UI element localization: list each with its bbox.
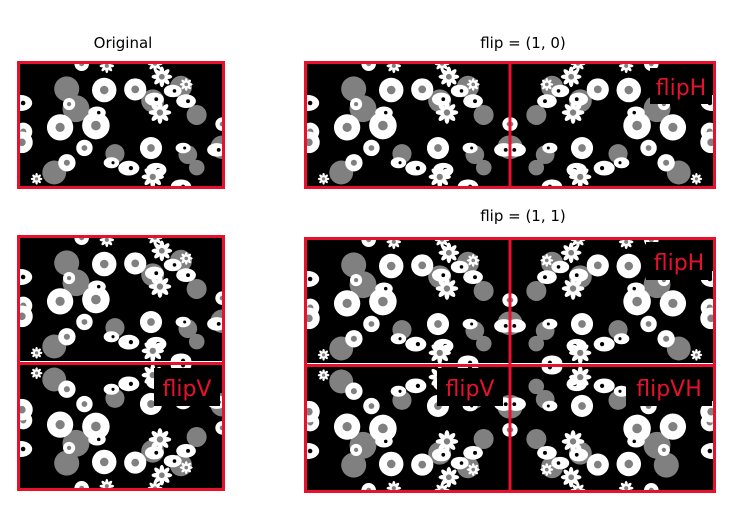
- texture-tile: [306, 63, 510, 187]
- flip-v-image: flipV: [17, 235, 225, 491]
- panel-border: [304, 61, 716, 189]
- original-title: Original: [93, 34, 153, 52]
- flip-v-label-box: [154, 368, 220, 406]
- flip-hv-label-h: flipH: [654, 251, 704, 276]
- flip-hv-panel: flipH flipV flipVH: [304, 237, 716, 493]
- texture-tile: [306, 239, 510, 363]
- flip-v-panel: flipV: [17, 235, 225, 491]
- flip-hv-title: flip = (1, 1): [480, 207, 566, 225]
- texture-tile: [19, 63, 223, 187]
- flip-h-image: flipH: [304, 61, 716, 189]
- flip-hv-label-h-box: [646, 242, 712, 280]
- texture-tile: [19, 237, 223, 361]
- flip-hv-label-v: flipV: [446, 377, 495, 402]
- flip-v-label: flipV: [163, 377, 212, 402]
- flip-hv-label-vh-box: [626, 368, 712, 406]
- flip-h-label-box: [650, 68, 712, 104]
- panel-border: [17, 235, 225, 491]
- texture-tile: [306, 367, 510, 491]
- flip-h-label: flipH: [656, 76, 706, 101]
- flip-h-title: flip = (1, 0): [480, 34, 566, 52]
- original-panel: [17, 61, 225, 189]
- panel-border: [17, 61, 225, 189]
- flip-h-panel: flipH: [304, 61, 716, 189]
- original-image: [17, 61, 225, 189]
- panel-border: [304, 237, 716, 493]
- flip-hv-label-v-box: [437, 368, 503, 406]
- flip-hv-label-vh: flipVH: [636, 377, 702, 402]
- flip-hv-image: flipH flipV flipVH: [304, 237, 716, 493]
